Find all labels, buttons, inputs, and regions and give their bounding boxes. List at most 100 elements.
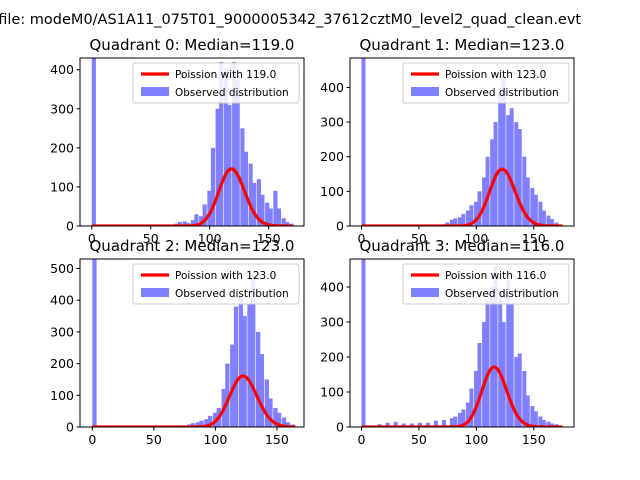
axes-frame <box>79 57 305 227</box>
y-tick-label: 500 <box>50 261 74 276</box>
histogram-bar <box>461 213 466 226</box>
histogram-bar <box>509 108 514 226</box>
histogram-bar <box>514 122 519 226</box>
histogram-bar <box>233 306 239 427</box>
histogram-bar <box>466 402 471 427</box>
plot-area <box>361 259 563 427</box>
legend-bar-swatch <box>411 288 439 297</box>
histogram-bar <box>242 316 247 427</box>
histogram-bar <box>273 190 278 226</box>
histogram-bar <box>215 108 220 226</box>
histogram-bar <box>361 58 366 226</box>
histogram-bar <box>208 415 213 427</box>
histogram-bar <box>453 218 458 226</box>
histogram-bar <box>538 416 543 427</box>
x-tick-label: 100 <box>464 231 488 246</box>
y-tick-label: 400 <box>320 80 344 95</box>
suptitle-text: Data file: modeM0/AS1A11_075T01_90000053… <box>0 12 582 28</box>
quadrant-panel-2: 0 50 100 150 0 100 200 300 400 500 Quadrant 2: Med… <box>50 237 305 447</box>
y-tick-label: 400 <box>50 62 74 77</box>
histogram-bar <box>276 412 282 427</box>
x-tick-label: 100 <box>464 432 488 447</box>
histogram-bar <box>457 217 462 226</box>
histogram-bar <box>498 290 503 427</box>
y-tick-label: 300 <box>320 115 344 130</box>
histogram-bar <box>210 147 215 226</box>
legend-box <box>132 62 300 104</box>
histogram-bar <box>449 418 454 427</box>
histogram-bar <box>91 58 96 226</box>
legend-label-poisson: Poission with 116.0 <box>445 270 546 282</box>
y-tick-label: 300 <box>320 315 344 330</box>
axes-frame <box>349 57 575 227</box>
histogram-bar <box>195 422 200 427</box>
histogram-bar <box>530 187 535 226</box>
histogram-bar <box>259 354 264 427</box>
histogram-bar <box>385 422 390 427</box>
histogram-bar <box>230 344 235 427</box>
legend: Poission with 119.0 Observed distribution <box>132 62 300 104</box>
histogram-bar <box>177 222 182 226</box>
poisson-curve <box>91 374 296 427</box>
histogram-bar <box>202 204 207 226</box>
histogram-bar <box>273 407 278 427</box>
y-tick-label: 300 <box>50 101 74 116</box>
histogram-bar <box>265 202 270 226</box>
histogram-bar <box>268 208 273 226</box>
y-tick-label: 0 <box>336 420 344 435</box>
y-tick-label: 400 <box>320 280 344 295</box>
histogram-bar <box>207 190 212 226</box>
y-tick-label: 200 <box>50 140 74 155</box>
legend-box <box>402 62 570 104</box>
x-tick-label: 0 <box>358 432 366 447</box>
histogram-bar <box>541 420 546 427</box>
histogram-bar <box>227 104 232 226</box>
legend: Poission with 123.0 Observed distribution <box>132 263 300 305</box>
histogram-bar <box>554 222 559 226</box>
plot-area <box>361 58 563 226</box>
x-tick-label: 50 <box>411 432 427 447</box>
histogram-bar <box>533 411 538 427</box>
legend-label-poisson: Poission with 123.0 <box>175 270 276 282</box>
histogram-bar <box>190 423 196 427</box>
histogram-bar <box>92 259 97 427</box>
histogram-bar <box>469 205 474 226</box>
histogram-bar <box>268 398 273 427</box>
x-tick-label: 150 <box>522 432 546 447</box>
plot-area <box>91 58 294 226</box>
histogram-bar <box>281 417 287 427</box>
histogram-bar <box>256 331 261 427</box>
subplot-title: Quadrant 2: Median=123.0 <box>90 237 295 255</box>
histogram-bar <box>482 177 487 226</box>
histogram-bar <box>493 266 498 427</box>
histogram-bar <box>409 423 414 427</box>
histogram-bar <box>199 216 204 226</box>
histogram-bar <box>482 322 487 427</box>
histogram-bar <box>546 215 551 226</box>
histogram-bar <box>361 259 366 427</box>
histogram-bar <box>243 151 248 226</box>
histogram-bar <box>474 201 479 226</box>
legend-bar-swatch <box>411 87 439 96</box>
histogram-bar <box>522 156 527 226</box>
histogram-bar <box>441 420 446 427</box>
legend-label-poisson: Poission with 119.0 <box>175 69 276 81</box>
histogram-bar <box>485 156 490 226</box>
axes-frame <box>349 258 575 428</box>
histogram-bar <box>541 210 546 226</box>
histogram-bar <box>474 371 479 427</box>
histogram-bar <box>256 179 261 226</box>
histogram-bar <box>232 61 237 226</box>
y-tick-label: 200 <box>320 350 344 365</box>
histogram-bar <box>530 406 535 427</box>
y-tick-label: 0 <box>66 420 74 435</box>
x-tick-label: 100 <box>203 432 227 447</box>
histogram-bar <box>219 61 224 226</box>
x-tick-label: 150 <box>522 231 546 246</box>
x-tick-label: 0 <box>358 231 366 246</box>
legend-box <box>132 263 300 305</box>
y-tick-label: 200 <box>50 356 74 371</box>
quadrant-panel-1: 0 50 100 150 0 100 200 300 400 Quadrant 1: Median… <box>320 36 575 246</box>
histogram-bar <box>549 219 554 226</box>
